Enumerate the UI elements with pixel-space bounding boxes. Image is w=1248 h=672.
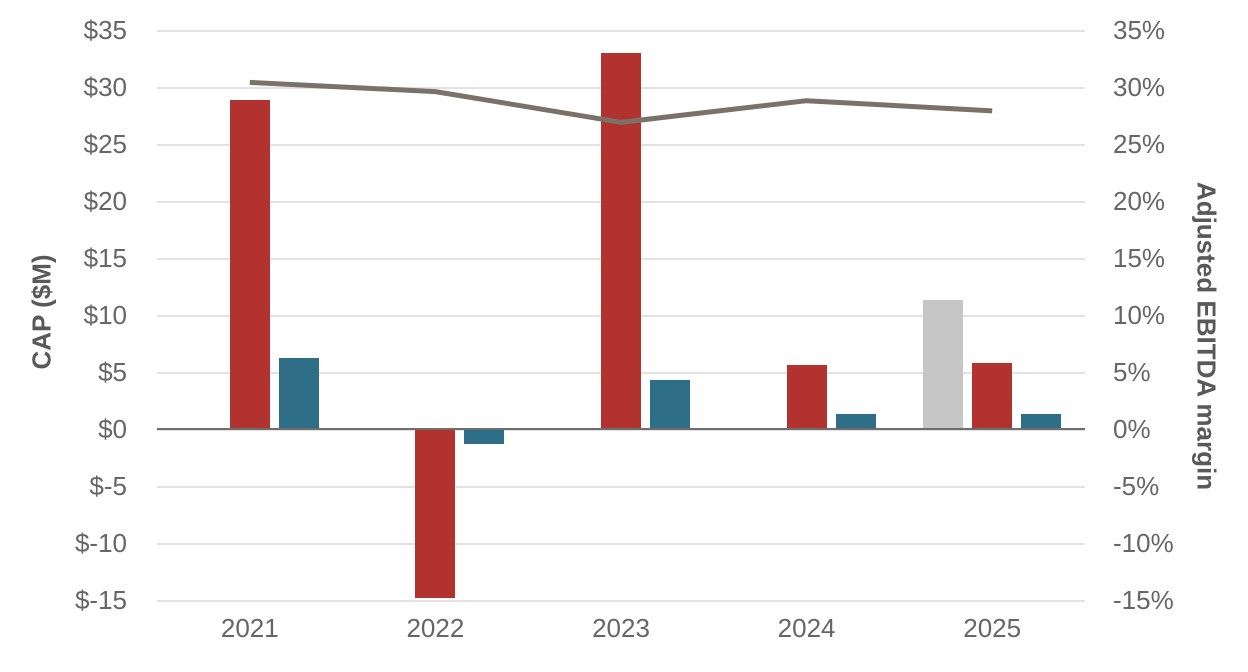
gridline [157,30,1085,32]
left-axis-tick: $10 [83,300,127,330]
bar-teal-bar-series-2023 [650,379,690,430]
gridline [157,486,1085,488]
x-axis-tick: 2024 [777,613,836,643]
gridline [157,600,1085,602]
right-axis-tick: -15% [1113,585,1174,615]
right-axis-tick: 25% [1113,129,1166,159]
left-axis-tick: $20 [83,186,127,216]
left-axis-tick: $0 [98,414,127,444]
right-axis-tick: 30% [1113,72,1166,102]
margin-line-path [249,79,993,125]
ebitda-margin-line [249,79,993,125]
x-axis-tick: 2025 [963,613,1022,643]
right-axis-tick: 35% [1113,15,1166,45]
bar-teal-bar-series-2022 [464,429,505,444]
gridline [157,543,1085,545]
left-axis-tick: $-10 [74,528,127,558]
x-axis-tick: 2021 [220,613,279,643]
bar-red-bar-series-2023 [601,52,641,430]
right-axis-tick: 20% [1113,186,1166,216]
right-axis-tick: -10% [1113,528,1174,558]
bar-red-bar-series-2021 [229,99,270,430]
right-axis-tick: 5% [1113,357,1151,387]
right-axis-tick: -5% [1113,471,1160,501]
zero-axis-line [157,428,1085,430]
left-axis-tick: $35 [83,15,127,45]
bar-teal-bar-series-2024 [835,414,876,430]
left-axis-tick: $30 [83,72,127,102]
left-axis-tick: $5 [98,357,127,387]
x-axis-tick: 2023 [592,613,650,643]
right-axis-tick: 15% [1113,243,1166,273]
right-axis-title: Adjusted EBITDA margin [1191,181,1222,491]
left-axis-tick: $25 [83,129,127,159]
x-axis-tick: 2022 [406,613,465,643]
bar-red-bar-series-2025 [972,362,1013,430]
bar-red-bar-series-2022 [415,429,456,598]
bar-teal-bar-series-2021 [278,358,319,430]
left-axis-tick: $-15 [74,585,127,615]
plot-area [157,30,1085,602]
left-axis-tick: $15 [83,243,127,273]
right-axis-tick: 0% [1113,414,1151,444]
left-axis-tick: $-5 [89,471,127,501]
bar-teal-bar-series-2025 [1021,414,1062,430]
bar-red-bar-series-2024 [786,365,827,430]
bar-gray-bar-series-2025 [923,300,964,430]
right-axis-tick: 10% [1113,300,1166,330]
